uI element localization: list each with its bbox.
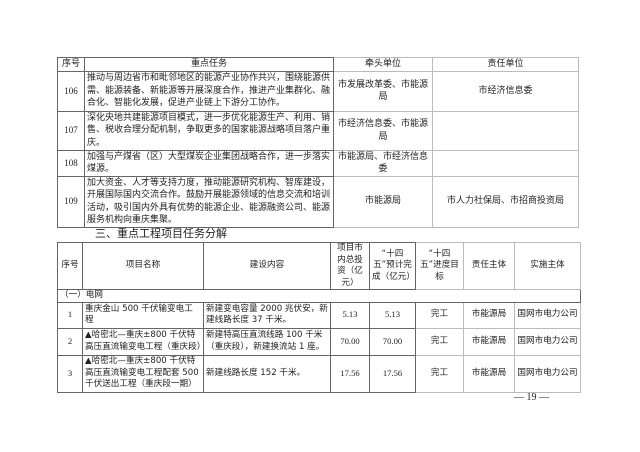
row-resp: 市能源局 bbox=[463, 354, 515, 393]
header-no: 序号 bbox=[57, 57, 85, 72]
row-plan: 17.56 bbox=[369, 354, 416, 393]
header-resp: 责任单位 bbox=[432, 57, 579, 72]
row-invest: 17.56 bbox=[330, 354, 370, 393]
table-row: 1 重庆金山 500 千伏输变电工程 新建变电容量 2000 兆伏安，新建线路长… bbox=[57, 301, 581, 329]
row-name: ▲哈密北—重庆±800 千伏特高压直流输变电工程配套 500 千伏送出工程（重庆… bbox=[82, 354, 204, 393]
section-title: 三、重点工程项目任务分解 bbox=[95, 227, 227, 240]
row-task: 推动与周边省市和毗邻地区的能源产业协作共兴，围绕能源供需、能源装备、新能源等开展… bbox=[84, 70, 334, 112]
row-invest: 70.00 bbox=[330, 327, 370, 356]
row-no: 107 bbox=[57, 110, 85, 151]
row-task: 深化央地共建能源项目模式，进一步优化能源生产、利用、销售、税收合理分配机制，争取… bbox=[84, 110, 334, 151]
row-content: 新建线路长度 152 千米。 bbox=[203, 354, 331, 393]
row-content: 新建特高压直流线路 100 千米（重庆段），新建换流站 1 座。 bbox=[203, 327, 331, 356]
row-name: ▲哈密北—重庆±800 千伏特高压直流输变电工程（重庆段） bbox=[82, 327, 205, 356]
row-lead: 市能源局 bbox=[333, 175, 433, 228]
row-resp: 市能源局 bbox=[463, 327, 515, 356]
header-resp: 责任主体 bbox=[463, 242, 515, 290]
row-impl: 国网市电力公司 bbox=[514, 354, 581, 393]
row-resp: 市经济信息委 bbox=[432, 70, 579, 112]
header-plan: “十四五”预计完成（亿元） bbox=[369, 242, 416, 290]
row-no: 1 bbox=[57, 301, 83, 329]
row-resp: 市人力社保局、市招商投资局 bbox=[432, 175, 579, 228]
table-header-row: 序号 项目名称 建设内容 项目市内总投资（亿元） “十四五”预计完成（亿元） “… bbox=[57, 242, 581, 290]
row-resp bbox=[432, 149, 579, 177]
header-invest: 项目市内总投资（亿元） bbox=[330, 242, 370, 290]
row-lead: 市经济信息委、市能源局 bbox=[333, 110, 433, 151]
row-no: 108 bbox=[57, 149, 85, 177]
row-task: 加大资金、人才等支持力度，推动能源研究机构、智库建设，开展国际国内交流合作。鼓励… bbox=[84, 175, 334, 228]
row-no: 2 bbox=[57, 327, 83, 356]
row-resp: 市能源局 bbox=[463, 301, 515, 329]
header-name: 项目名称 bbox=[82, 242, 204, 290]
header-task: 重点任务 bbox=[84, 57, 334, 72]
table-row: 109 加大资金、人才等支持力度，推动能源研究机构、智库建设，开展国际国内交流合… bbox=[57, 175, 579, 228]
table-header-row: 序号 重点任务 牵头单位 责任单位 bbox=[57, 57, 579, 72]
table-row: 107 深化央地共建能源项目模式，进一步优化能源生产、利用、销售、税收合理分配机… bbox=[57, 110, 579, 151]
table-row: 108 加强与产煤省（区）大型煤炭企业集团战略合作，进一步落实煤源。 市能源局、… bbox=[57, 149, 579, 177]
table-row: 3 ▲哈密北—重庆±800 千伏特高压直流输变电工程配套 500 千伏送出工程（… bbox=[57, 354, 581, 393]
page-number: — 19 — bbox=[514, 392, 549, 403]
header-target: “十四五”进度目标 bbox=[415, 242, 464, 290]
row-target: 完工 bbox=[415, 327, 464, 356]
header-no: 序号 bbox=[57, 242, 83, 290]
group-row: （一）电网 bbox=[57, 289, 581, 303]
row-target: 完工 bbox=[415, 354, 464, 393]
row-lead: 市能源局、市经济信息委 bbox=[333, 149, 433, 177]
row-plan: 5.13 bbox=[369, 301, 416, 329]
row-no: 3 bbox=[57, 354, 83, 393]
header-lead: 牵头单位 bbox=[333, 57, 433, 72]
row-invest: 5.13 bbox=[330, 301, 370, 329]
row-impl: 国网市电力公司 bbox=[514, 327, 581, 356]
row-name: 重庆金山 500 千伏输变电工程 bbox=[82, 301, 204, 329]
project-table: 序号 项目名称 建设内容 项目市内总投资（亿元） “十四五”预计完成（亿元） “… bbox=[57, 242, 581, 393]
row-lead: 市发展改革委、市能源局 bbox=[333, 70, 433, 112]
row-no: 106 bbox=[57, 70, 85, 112]
table-row: 106 推动与周边省市和毗邻地区的能源产业协作共兴，围绕能源供需、能源装备、新能… bbox=[57, 70, 579, 112]
row-target: 完工 bbox=[415, 301, 464, 329]
header-content: 建设内容 bbox=[203, 242, 331, 290]
row-task: 加强与产煤省（区）大型煤炭企业集团战略合作，进一步落实煤源。 bbox=[84, 149, 334, 177]
row-content: 新建变电容量 2000 兆伏安，新建线路长度 37 千米。 bbox=[203, 301, 331, 329]
table-row: 2 ▲哈密北—重庆±800 千伏特高压直流输变电工程（重庆段） 新建特高压直流线… bbox=[57, 327, 581, 356]
task-table: 序号 重点任务 牵头单位 责任单位 106 推动与周边省市和毗邻地区的能源产业协… bbox=[57, 57, 579, 228]
row-impl: 国网市电力公司 bbox=[514, 301, 581, 329]
group-label: （一）电网 bbox=[57, 289, 581, 303]
row-resp bbox=[432, 110, 579, 151]
row-no: 109 bbox=[57, 175, 85, 228]
row-plan: 70.00 bbox=[369, 327, 416, 356]
header-impl: 实施主体 bbox=[514, 242, 581, 290]
